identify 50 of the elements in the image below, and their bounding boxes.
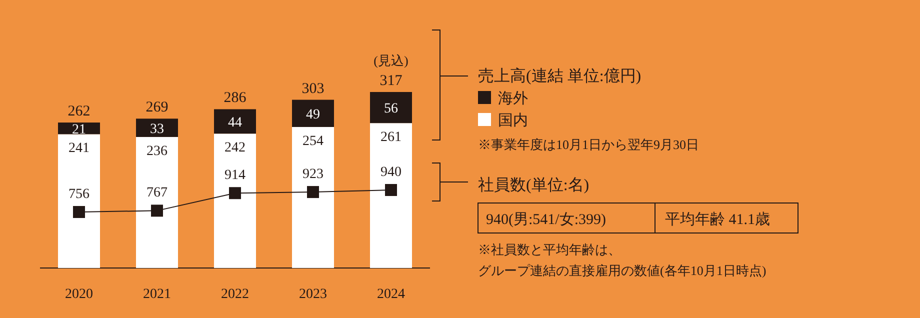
total-label: 286 [224,90,247,106]
point [229,187,241,200]
x-tick-label: 2022 [221,287,249,302]
bar [370,123,412,268]
legend-label: 国内 [498,112,528,129]
legend-label: 社員数(単位:名) [478,176,590,194]
text: ※事業年度は10月1日から翌年9月30日 [478,137,699,152]
total-label: 262 [68,104,90,120]
point [385,184,397,196]
data-label: 236 [146,144,168,159]
bar [370,92,412,124]
data-label: 242 [224,140,246,156]
legend-title: 売上高(連結 単位:億円) [478,67,642,85]
bar [136,136,178,268]
x-tick-label: 2020 [65,287,93,302]
data-label: 56 [384,102,398,117]
x-tick-label: 2023 [299,287,327,302]
annotation: (見込) [374,53,408,68]
bar [214,109,256,134]
bar [58,122,100,134]
bar [292,126,334,268]
data-label: 33 [150,122,164,137]
text: 平均年齢 41.1歳 [665,211,770,228]
data-label: 254 [302,134,324,149]
legend-label: 海外 [498,90,528,107]
point [73,206,85,218]
data-label: 49 [306,107,320,122]
total-label: 269 [146,100,168,116]
bar [58,134,100,268]
data-label: 261 [380,130,402,146]
x-tick-label: 2021 [143,287,171,302]
point [151,204,163,217]
text: グループ連結の直接雇用の数値(各年10月1日時点) [478,263,766,278]
data-label: 241 [68,141,90,156]
data-label: 767 [146,186,168,201]
point [307,186,319,198]
bar [214,134,256,268]
total-label: 303 [302,80,324,97]
text: 940(男:541/女:399) [486,211,606,228]
data-label: 756 [68,187,90,202]
data-label: 914 [224,168,246,184]
text: ※社員数と平均年齢は、 [478,242,621,257]
data-label: 940 [380,165,402,180]
data-label: 21 [72,122,86,138]
data-label: 44 [228,115,242,130]
total-label: 317 [380,73,403,89]
x-tick-label: 2024 [377,287,405,302]
data-label: 923 [302,167,324,182]
bar [292,100,334,127]
bar [136,118,178,137]
